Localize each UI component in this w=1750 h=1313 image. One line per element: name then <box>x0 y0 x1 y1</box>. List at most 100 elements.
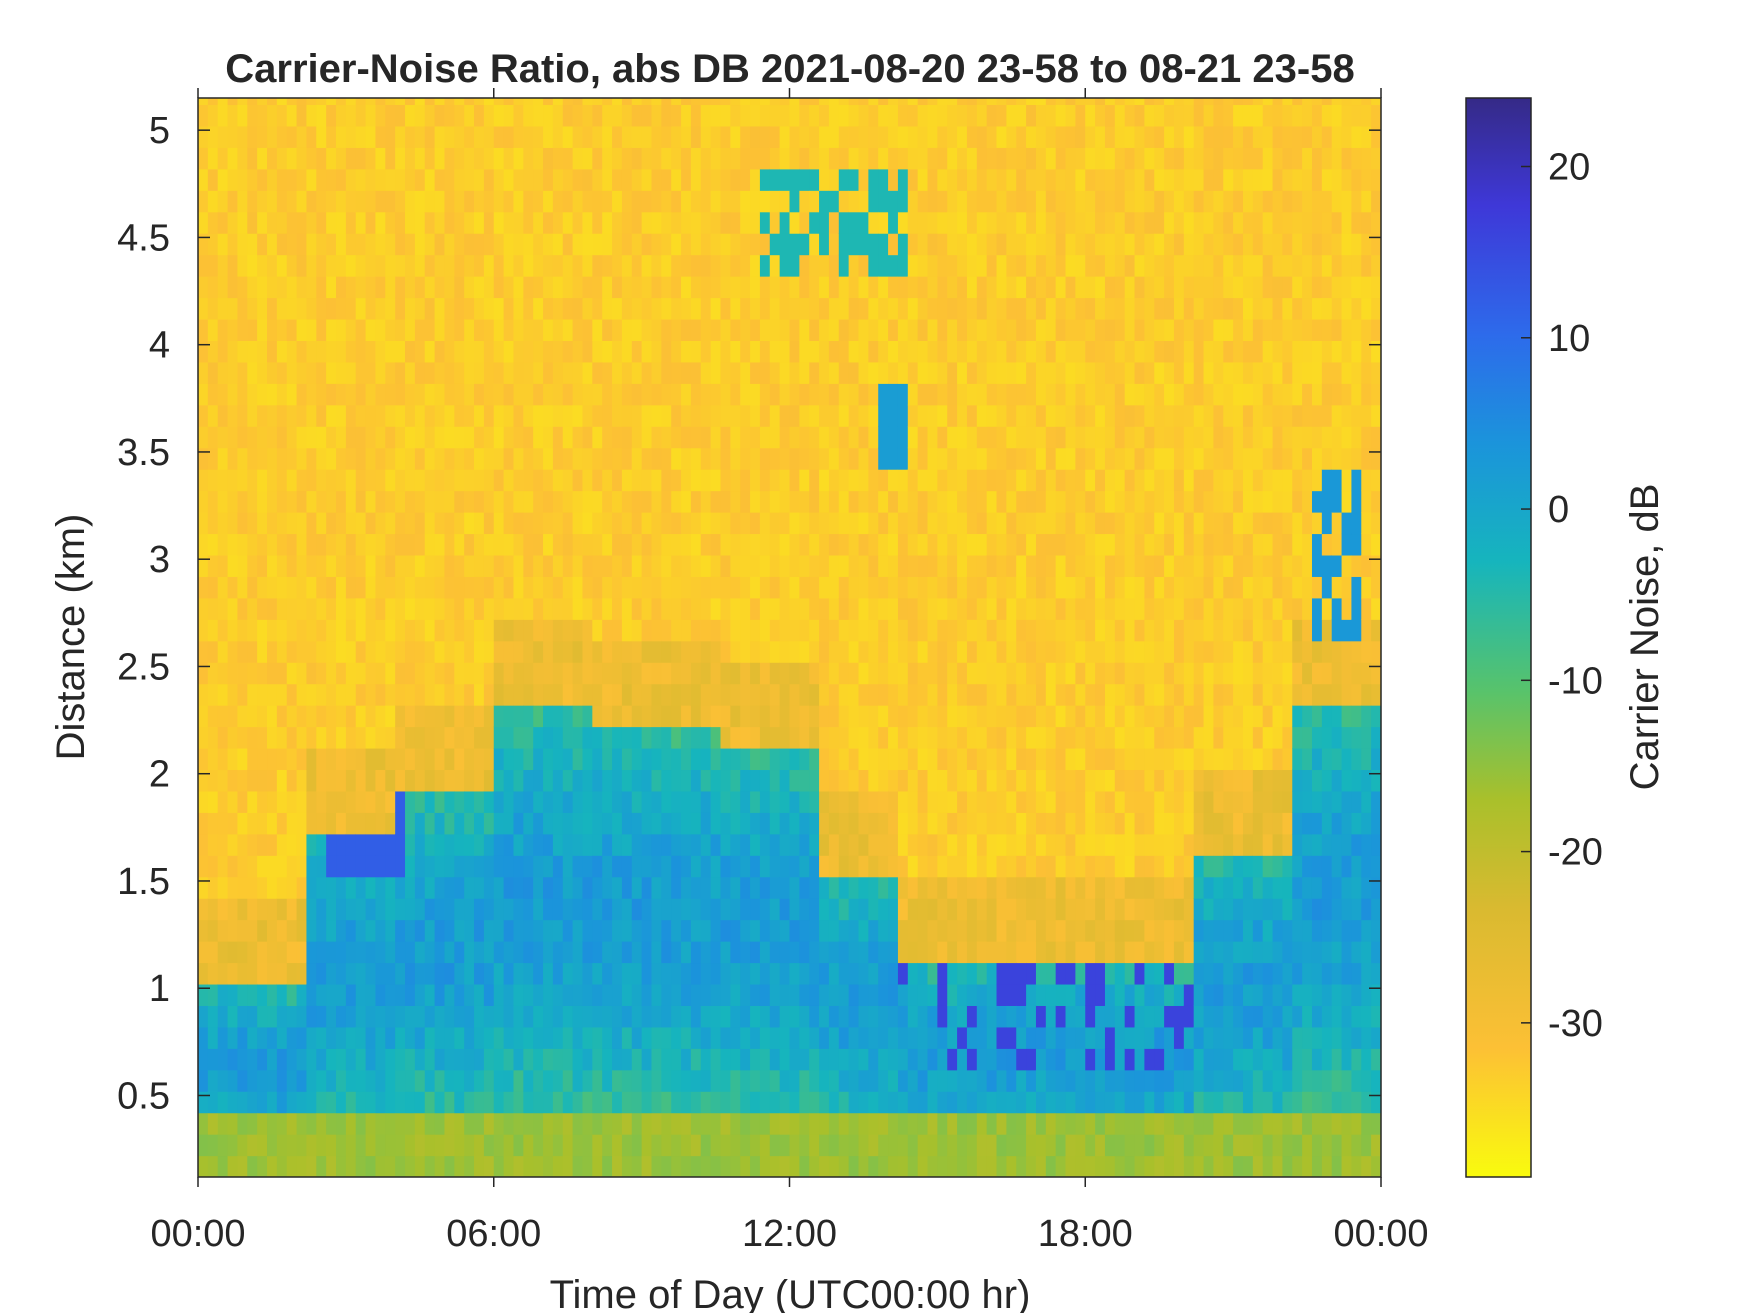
heatmap-cell <box>1075 554 1086 577</box>
heatmap-cell <box>651 705 662 728</box>
heatmap-cell <box>759 941 771 964</box>
heatmap-cell <box>1055 1048 1067 1071</box>
heatmap-cell <box>572 554 584 577</box>
heatmap-cell <box>661 1048 672 1071</box>
heatmap-cell <box>681 983 692 1006</box>
heatmap-cell <box>286 533 298 556</box>
heatmap-cell <box>572 1026 584 1049</box>
heatmap-cell <box>424 662 436 685</box>
heatmap-cell <box>1075 747 1086 771</box>
heatmap-cell <box>779 640 791 663</box>
heatmap-cell <box>966 469 978 492</box>
heatmap-cell <box>819 554 830 577</box>
heatmap-cell <box>1055 125 1067 148</box>
heatmap-cell <box>769 726 781 749</box>
heatmap-cell <box>671 1155 682 1177</box>
heatmap-cell <box>1124 747 1136 771</box>
heatmap-cell <box>464 1112 475 1135</box>
heatmap-cell <box>434 1155 446 1177</box>
heatmap-cell <box>927 919 938 942</box>
heatmap-cell <box>454 361 465 384</box>
heatmap-cell <box>493 876 505 899</box>
heatmap-cell <box>385 404 396 427</box>
heatmap-cell <box>897 147 909 170</box>
heatmap-cell <box>1154 447 1165 470</box>
heatmap-cell <box>247 898 258 921</box>
heatmap-cell <box>907 533 919 556</box>
heatmap-cell <box>1124 576 1136 599</box>
heatmap-cell <box>1124 147 1136 170</box>
heatmap-cell <box>592 361 603 384</box>
heatmap-cell <box>1045 1134 1057 1157</box>
heatmap-cell <box>1016 404 1027 427</box>
heatmap-cell <box>1006 404 1017 427</box>
heatmap-cell <box>217 726 229 749</box>
heatmap-cell <box>858 962 869 985</box>
heatmap-cell <box>996 833 1007 856</box>
heatmap-cell <box>424 233 436 256</box>
heatmap-cell <box>907 683 919 706</box>
heatmap-cell <box>759 919 771 942</box>
heatmap-cell <box>681 554 692 577</box>
heatmap-cell <box>543 297 554 320</box>
heatmap-cell <box>897 898 909 921</box>
heatmap-cell <box>661 490 672 513</box>
heatmap-cell <box>631 855 643 878</box>
heatmap-cell <box>562 512 574 535</box>
heatmap-cell <box>1006 233 1017 256</box>
heatmap-cell <box>207 747 219 771</box>
heatmap-cell <box>789 297 800 320</box>
heatmap-cell <box>838 812 850 835</box>
heatmap-cell <box>217 1155 229 1177</box>
heatmap-cell <box>966 747 978 771</box>
heatmap-cell <box>345 855 357 878</box>
heatmap-cell <box>937 769 948 792</box>
heatmap-cell <box>533 1091 544 1114</box>
heatmap-cell <box>1055 512 1067 535</box>
heatmap-cell <box>582 597 593 620</box>
heatmap-cell <box>503 147 515 170</box>
heatmap-cell <box>316 104 327 127</box>
heatmap-cell <box>306 597 317 620</box>
heatmap-cell <box>513 125 524 148</box>
heatmap-cell <box>996 447 1007 470</box>
heatmap-cell <box>533 855 544 878</box>
heatmap-cell <box>661 512 672 535</box>
heatmap-cell <box>257 619 268 642</box>
heatmap-cell <box>828 490 840 513</box>
heatmap-cell <box>1006 469 1017 492</box>
heatmap-cell <box>1114 855 1126 878</box>
heatmap-cell <box>572 254 584 277</box>
heatmap-cell <box>1075 769 1086 792</box>
heatmap-cell <box>937 1069 948 1092</box>
heatmap-cell <box>1134 1091 1145 1114</box>
heatmap-cell <box>474 597 485 620</box>
heatmap-cell <box>513 941 524 964</box>
heatmap-cell <box>1075 211 1086 234</box>
heatmap-cell <box>1065 726 1076 749</box>
heatmap-cell <box>572 233 584 256</box>
heatmap-cell <box>247 962 258 985</box>
heatmap-cell <box>809 640 820 663</box>
heatmap-cell <box>621 340 633 363</box>
heatmap-cell <box>690 812 702 835</box>
heatmap-cell <box>710 361 722 384</box>
heatmap-cell <box>621 361 633 384</box>
heatmap-cell <box>1075 1112 1086 1135</box>
heatmap-cell <box>552 1069 564 1092</box>
heatmap-cell <box>700 1069 712 1092</box>
heatmap-cell <box>1035 1069 1047 1092</box>
heatmap-cell <box>720 297 731 320</box>
heatmap-cell <box>336 1069 347 1092</box>
heatmap-cell <box>434 168 446 191</box>
heatmap-cell <box>740 254 751 277</box>
heatmap-cell <box>552 941 564 964</box>
heatmap-cell <box>799 104 810 127</box>
heatmap-cell <box>267 404 278 427</box>
heatmap-cell <box>424 597 436 620</box>
heatmap-cell <box>296 1155 308 1177</box>
heatmap-cell <box>799 340 810 363</box>
heatmap-cell <box>207 318 219 341</box>
heatmap-cell <box>316 554 327 577</box>
heatmap-cell <box>996 1026 1007 1049</box>
